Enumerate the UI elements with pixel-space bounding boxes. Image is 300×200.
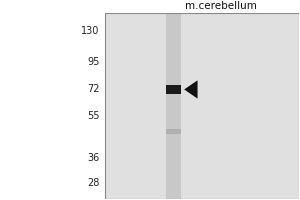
Text: 130: 130 (81, 26, 100, 36)
Bar (105, 13, 298, 199)
Text: 72: 72 (87, 84, 100, 94)
Bar (105, 13, 298, 199)
Text: 28: 28 (87, 178, 100, 188)
Text: m.cerebellum: m.cerebellum (185, 1, 257, 11)
Polygon shape (184, 80, 198, 99)
Bar (166, 85, 181, 94)
Text: 95: 95 (87, 57, 100, 67)
Bar (166, 13, 181, 199)
Text: 36: 36 (87, 153, 100, 163)
Bar (166, 129, 181, 134)
Text: 55: 55 (87, 111, 100, 121)
